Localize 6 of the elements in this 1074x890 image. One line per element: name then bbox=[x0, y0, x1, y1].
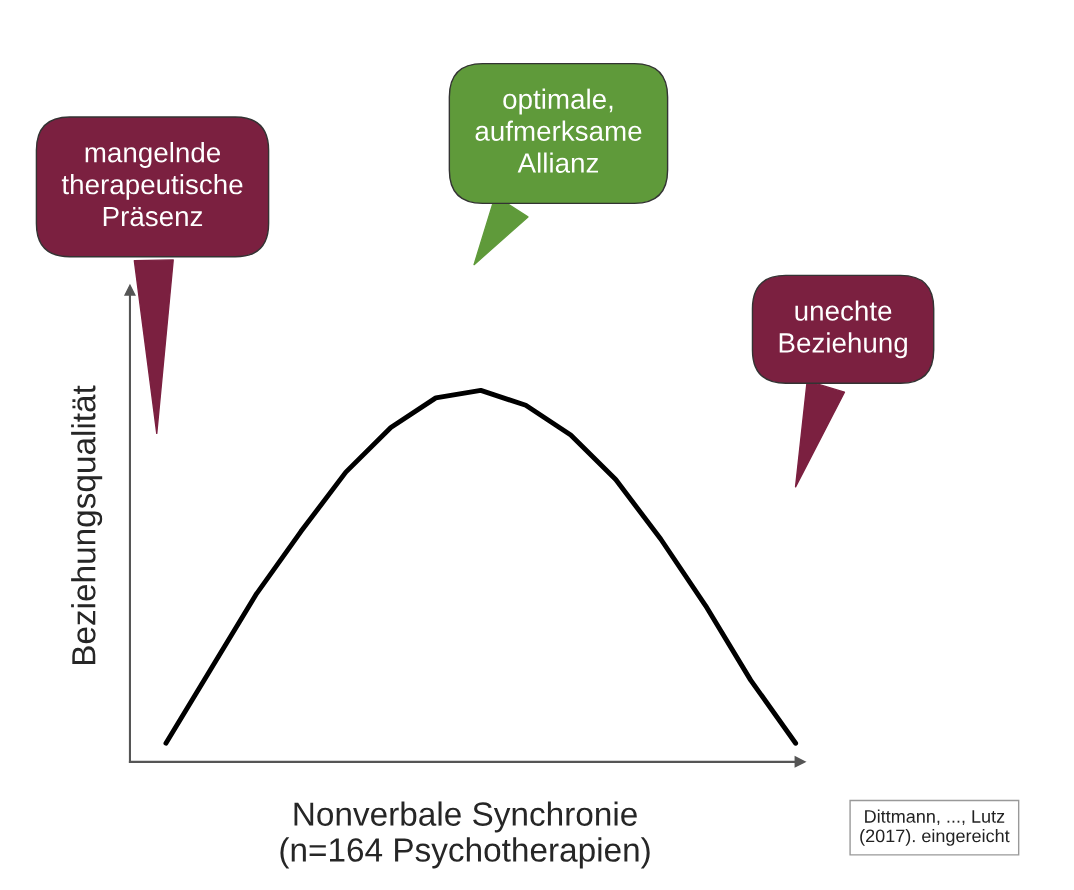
text: unechte Beziehung bbox=[779, 300, 907, 359]
text: mangelnde therapeutische Präsenz bbox=[61, 142, 243, 227]
x-axis-title: Nonverbale Synchronie (n=164 Psychotherapien) bbox=[280, 801, 650, 869]
text: optimale, aufmerksame Allianz bbox=[475, 88, 642, 173]
y-axis-title: Beziehungsqualität bbox=[71, 385, 103, 665]
text: Dittmann, ..., Lutz (2017). eingereicht bbox=[860, 809, 1010, 846]
